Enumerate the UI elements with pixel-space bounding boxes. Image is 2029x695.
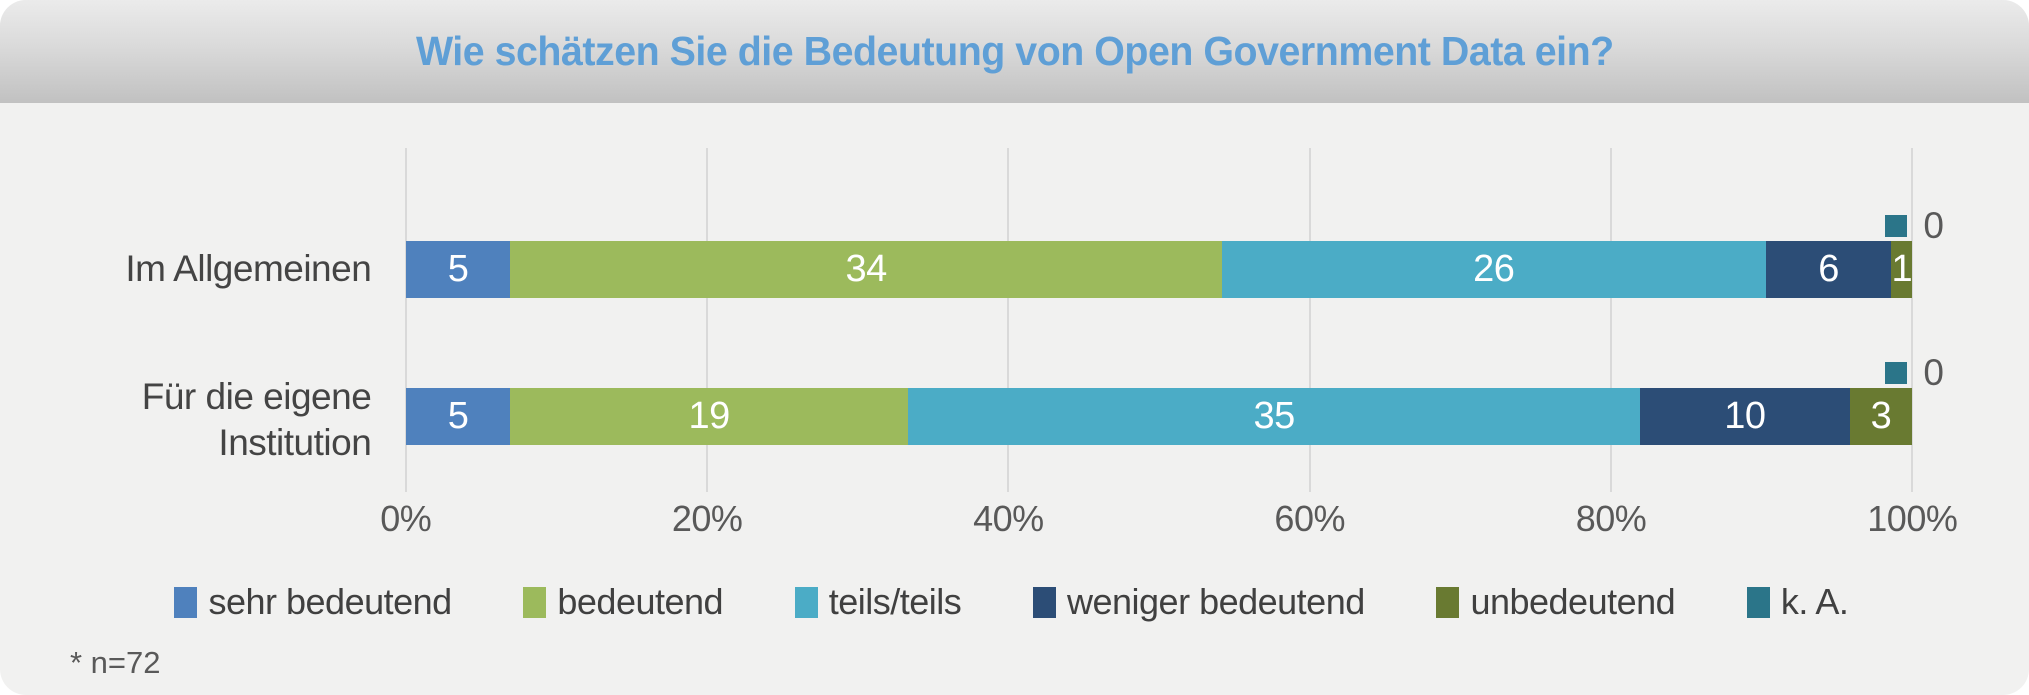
bar-segment: 5	[405, 241, 511, 298]
legend-item: weniger bedeutend	[1033, 581, 1365, 623]
legend-item: teils/teils	[794, 581, 962, 623]
category-label: Für die eigene Institution	[141, 375, 372, 463]
ka-value-label: 0	[1923, 205, 1944, 246]
bar-segment: 10	[1640, 388, 1850, 445]
legend-item: k. A.	[1746, 581, 1849, 623]
ka-marker: 0	[1885, 205, 1944, 247]
x-axis: 0% 20% 40% 60% 80% 100%	[380, 498, 1958, 542]
bar-row: 5 34 26 6 1	[405, 241, 1913, 298]
legend-item: bedeutend	[523, 581, 724, 623]
gridline	[1911, 148, 1914, 492]
category-label: Im Allgemeinen	[125, 248, 372, 290]
bar-segment: 34	[510, 241, 1222, 298]
chart-title: Wie schätzen Sie die Bedeutung von Open …	[415, 28, 1614, 74]
legend-label: teils/teils	[828, 581, 962, 622]
bar-segment: 5	[405, 388, 511, 445]
legend-swatch-icon	[1033, 586, 1056, 618]
legend-label: bedeutend	[557, 581, 724, 622]
x-tick-label: 40%	[973, 498, 1044, 539]
x-tick-label: 100%	[1867, 498, 1958, 539]
bar-segment: 35	[907, 388, 1641, 445]
legend-swatch-icon	[794, 586, 818, 618]
ka-value-label: 0	[1923, 352, 1944, 393]
ka-square-icon	[1885, 215, 1908, 237]
gridline	[404, 148, 407, 492]
bar-segment: 3	[1849, 388, 1913, 445]
x-tick-label: 60%	[1274, 498, 1345, 539]
legend-swatch-icon	[174, 586, 198, 618]
footnote: * n=72	[70, 645, 161, 680]
legend-swatch-icon	[1436, 586, 1460, 618]
legend-label: sehr bedeutend	[208, 581, 452, 622]
legend-swatch-icon	[523, 586, 547, 618]
gridline	[706, 148, 709, 492]
ka-square-icon	[1885, 362, 1908, 384]
bar-segment: 6	[1765, 241, 1892, 298]
bar-row: 5 19 35 10 3	[405, 388, 1913, 445]
bar-segment: 1	[1891, 241, 1913, 298]
chart-header: Wie schätzen Sie die Bedeutung von Open …	[0, 0, 2029, 103]
legend-item: unbedeutend	[1436, 581, 1676, 623]
legend-label: unbedeutend	[1470, 581, 1676, 622]
bar-segment: 19	[510, 388, 908, 445]
legend-label: k. A.	[1780, 581, 1849, 622]
x-tick-label: 80%	[1575, 498, 1647, 539]
legend-label: weniger bedeutend	[1067, 581, 1365, 622]
x-tick-label: 20%	[671, 498, 743, 539]
ka-marker: 0	[1885, 352, 1944, 394]
gridline	[1007, 148, 1010, 492]
x-tick-label: 0%	[380, 498, 432, 539]
gridline	[1610, 148, 1613, 492]
legend: sehr bedeutend bedeutend teils/teils wenige…	[174, 580, 1849, 624]
gridline	[1308, 148, 1311, 492]
legend-swatch-icon	[1746, 586, 1770, 618]
legend-item: sehr bedeutend	[174, 581, 452, 623]
bar-segment: 26	[1221, 241, 1766, 298]
